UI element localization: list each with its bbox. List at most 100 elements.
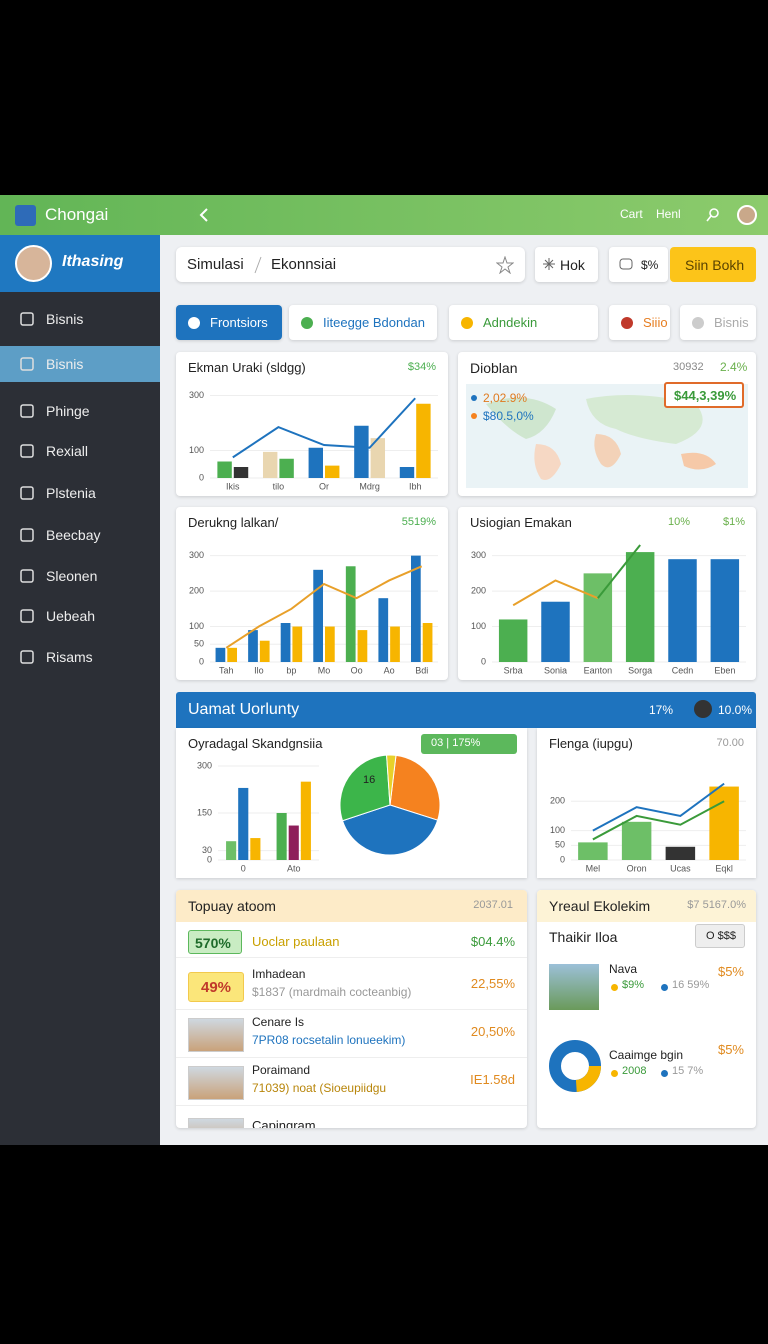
button[interactable]: O $$$ [695,924,745,948]
item-value: $5% [717,1042,744,1057]
item-stat: 15 7% [672,1065,704,1077]
bar [357,630,368,662]
line [597,544,641,599]
y-tick-label: 100 [189,621,204,631]
tab[interactable]: Iiteegge Bdondan [289,305,437,340]
list-row[interactable]: 570% Uoclar paulaan $04.4% [176,928,527,958]
stat-dot [611,984,618,991]
profile-avatar [15,245,52,282]
row-value: 22,55% [470,976,515,991]
nav-link[interactable]: Henl [656,207,681,221]
menu-item[interactable]: Bisnis [0,301,160,337]
list-row[interactable]: Capingram [176,1112,527,1128]
y-tick-label: 100 [189,445,204,455]
section-header: Uamat Uorlunty 17% 10.0% [176,692,756,728]
thumbnail [188,1118,244,1128]
icon-shape [621,317,633,329]
section-title: Uamat Uorlunty [188,701,300,718]
avatar[interactable] [737,205,757,225]
row-title: Capingram [252,1118,316,1128]
icon-shape [20,486,34,500]
nav-link[interactable]: Cart [620,207,643,221]
bar [288,825,299,860]
tab[interactable]: Siiio [609,305,670,340]
side-item[interactable]: Caaimge bgin $5% 2008 15 7% [537,1040,756,1110]
y-tick-label: 30 [202,845,212,855]
side-item[interactable]: Nava $5% $9% 16 59% [537,962,756,1032]
breadcrumb-item: Ekonnsiai [271,256,337,273]
tab-icon [301,317,313,329]
breadcrumb-item[interactable]: Simulasi [187,256,244,273]
y-tick-label: 0 [481,656,486,666]
tab-label: Frontsiors [210,315,268,330]
list-row[interactable]: Cenare Is 7PR08 rocsetalin lonueekim) 20,5… [176,1012,527,1058]
pie-slice [389,754,441,821]
menu-item[interactable]: Bisnis [0,346,160,382]
menu-label: Beecbay [46,527,101,543]
bar [292,626,303,662]
row-value: 20,50% [470,1024,515,1039]
user-name: Ithasing [62,253,124,270]
bar [233,467,249,478]
tab[interactable]: Frontsiors [176,305,282,340]
menu-item[interactable]: Phinge [0,393,160,429]
bar [250,838,261,860]
tab-icon [461,317,473,329]
menu-item[interactable]: Uebeah [0,598,160,634]
x-tick-label: Ao [384,665,395,675]
y-tick-label: 200 [189,585,204,595]
badge: $7 5167.0% [687,899,746,911]
action-button[interactable]: $% [609,247,668,282]
y-tick-label: 300 [189,550,204,560]
logo [15,205,36,226]
badge: 70.00 [716,737,744,749]
x-tick-label: Sonia [544,665,567,675]
line [232,397,416,459]
row-badge: 49% [188,972,244,1002]
menu-item[interactable]: Plstenia [0,475,160,511]
tab[interactable]: Bisnis [680,305,756,340]
y-tick-label: 50 [555,840,565,850]
chart-card: Flenga (iupgu) 70.00 0 50 100 200 Mel Oron Ucas E… [537,728,756,878]
back-button[interactable] [197,207,211,223]
chart: 0 100 300 Ikis tilo Or Mdrg Ibh [189,390,438,491]
y-tick-label: 0 [560,854,565,864]
y-tick-label: 50 [194,639,204,649]
x-tick-label: Ibh [409,481,422,491]
tab-icon [621,317,633,329]
tab[interactable]: Adndekin [449,305,598,340]
menu-item[interactable]: Beecbay [0,517,160,553]
x-tick-label: Ikis [226,481,240,491]
action-button[interactable]: Hok [535,247,598,282]
menu-item[interactable]: Rexiall [0,433,160,469]
badge: 2037.01 [473,899,513,911]
chart-card: Usiogian Emakan 10% $1% 0 100 200 300 Srba Sonia… [458,507,756,680]
menu-item[interactable]: Risams [0,639,160,675]
row-value: IE1.58d [470,1072,515,1087]
list-row[interactable]: Poraimand 71039) noat (Sioeupiidgu IE1.58d [176,1060,527,1106]
y-tick-label: 0 [199,472,204,482]
app-name: Chongai [45,205,109,224]
x-tick-label: Ucas [670,863,691,873]
button-label: O $$$ [706,930,736,942]
x-tick-label: Bdi [415,665,428,675]
badge-label: 570% [195,935,231,951]
menu-item[interactable]: Sleonen [0,558,160,594]
bar [583,573,613,662]
y-tick-label: 100 [550,825,565,835]
sidebar: Ithasing Bisnis Bisnis Phinge Rexiall Plsten… [0,235,160,1145]
row-badge: 570% [188,930,242,954]
bar [378,598,389,662]
button-label: Hok [560,257,585,273]
bar [217,461,232,478]
primary-button[interactable]: Siin Bokh [670,247,756,282]
search-icon[interactable] [705,207,721,223]
icon-shape [461,317,473,329]
pie-slice [386,754,397,806]
card-title: Topuay atoom [188,898,276,914]
menu-icon [20,357,34,371]
star-icon[interactable] [496,256,514,274]
bar [578,842,608,860]
list-row[interactable]: 49% Imhadean $1837 (mardmaih cocteanbig) 22… [176,964,527,1010]
